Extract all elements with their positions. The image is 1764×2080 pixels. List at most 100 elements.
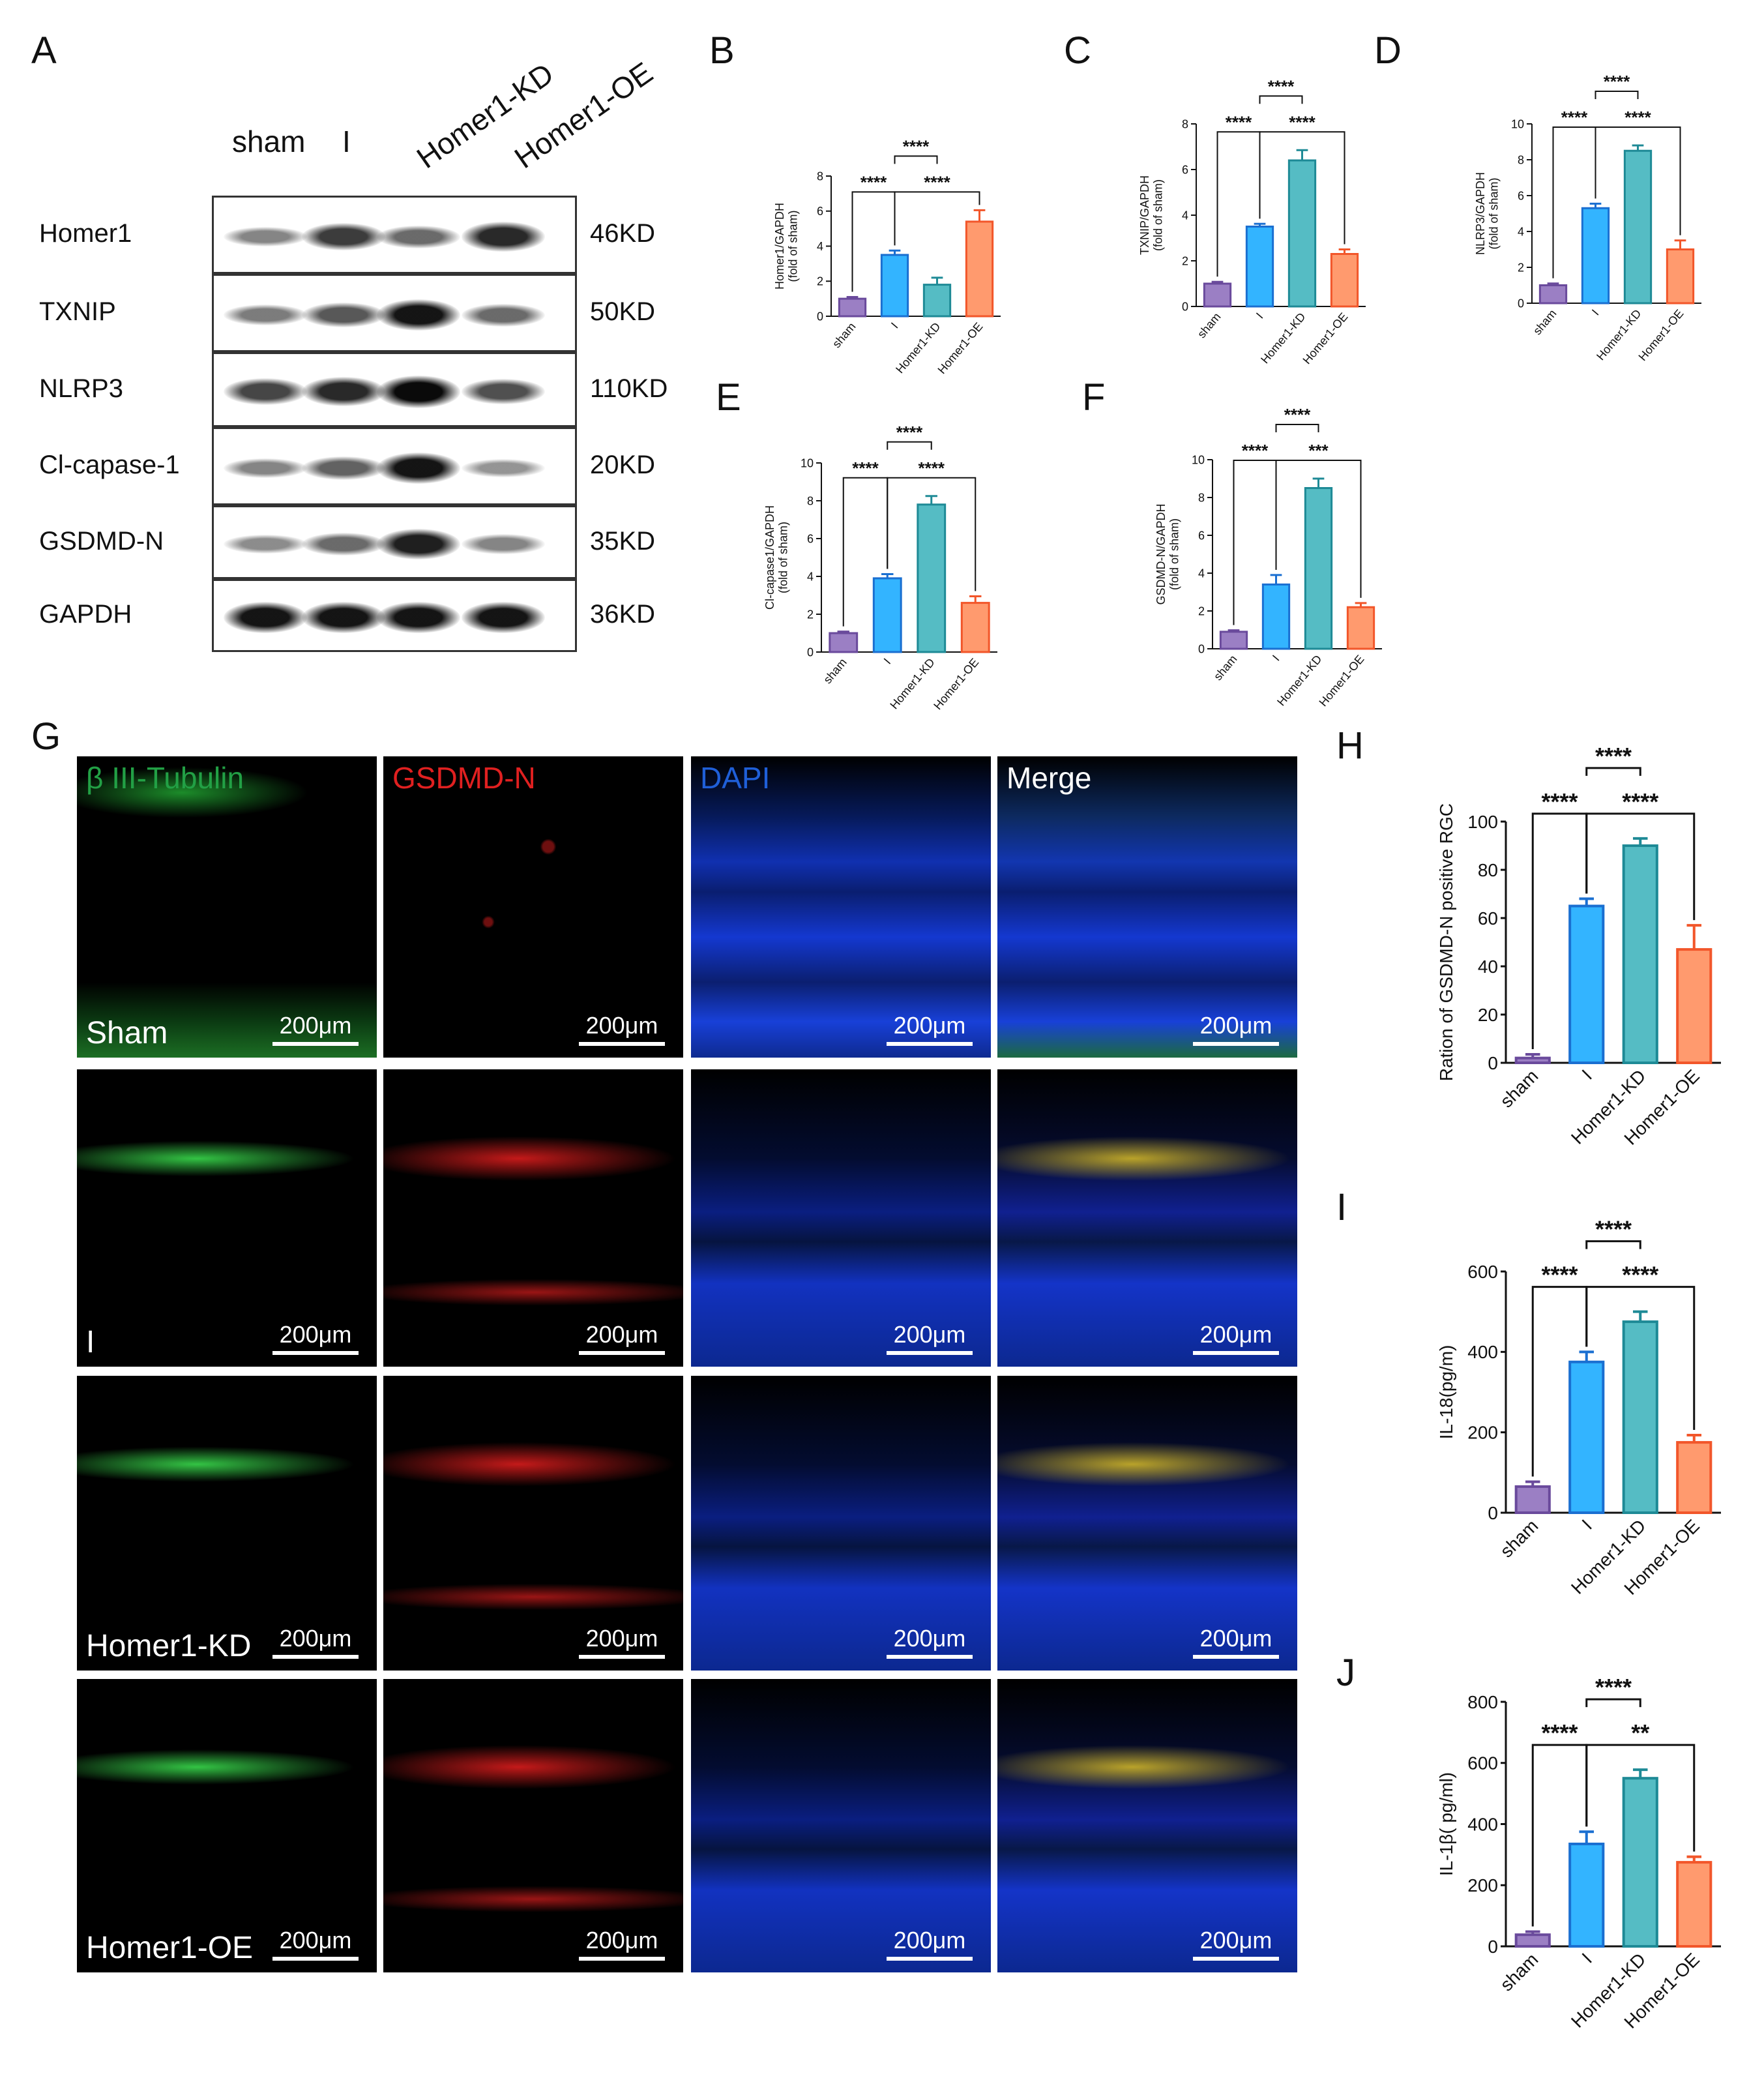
bar <box>1330 253 1359 308</box>
x-tick-label: I <box>1270 653 1282 664</box>
sig-bracket <box>894 155 938 164</box>
y-tick-label: 2 <box>1182 254 1188 267</box>
y-tick-label: 10 <box>1192 453 1205 466</box>
sig-label: **** <box>1268 76 1295 96</box>
y-axis-label: TXNIP/GAPDH(fold of sham) <box>1138 175 1165 255</box>
wb-band <box>302 222 385 251</box>
wb-row <box>212 196 577 274</box>
y-tick-label: 0 <box>1182 300 1188 313</box>
y-axis-label-line: (fold of sham) <box>1152 179 1165 251</box>
scale-bar: 200μm <box>1193 1625 1279 1659</box>
wb-kd-label: 46KD <box>590 219 656 248</box>
wb-row-label: GAPDH <box>39 600 132 629</box>
bar <box>960 602 990 653</box>
scale-bar-line <box>272 1351 359 1355</box>
wb-kd-label: 36KD <box>590 600 656 629</box>
x-tick-label: sham <box>1211 653 1240 683</box>
scale-bar-label: 200μm <box>893 1012 966 1039</box>
sig-bracket <box>887 477 977 591</box>
wb-band <box>462 303 545 327</box>
chart-b: 0 2 4 6 8 Homer1/GAPDH(fold of sham) sham I Home… <box>773 136 1001 376</box>
wb-band <box>302 303 385 327</box>
bar <box>1666 248 1695 305</box>
sig-label: **** <box>1595 1674 1632 1701</box>
panel-label-e: E <box>716 376 741 419</box>
x-tick-label: sham <box>821 656 849 687</box>
micrograph-iii-tubulin: β III-Tubulin Sham 200μm <box>77 756 377 1058</box>
sig-label: **** <box>924 172 950 192</box>
y-axis-label: IL-1β( pg/ml) <box>1436 1772 1456 1876</box>
panel-label-i: I <box>1336 1186 1347 1228</box>
scale-bar: 200μm <box>579 1927 665 1961</box>
y-tick-label: 80 <box>1478 860 1498 880</box>
y-tick-label: 6 <box>1518 189 1524 202</box>
y-axis-label-line: (fold of sham) <box>787 210 800 282</box>
x-tick-label: I <box>1578 1515 1596 1533</box>
y-tick-label: 8 <box>807 494 814 507</box>
scale-bar-label: 200μm <box>585 1321 658 1348</box>
wb-band <box>462 459 545 477</box>
wb-kd-label: 35KD <box>590 526 656 556</box>
scale-bar-line <box>1193 1655 1279 1659</box>
wb-row <box>212 505 577 579</box>
sig-bracket <box>1585 1286 1696 1430</box>
sig-label: **** <box>1541 1262 1578 1288</box>
x-tick-label: I <box>1589 307 1602 318</box>
y-axis-label-line: Homer1/GAPDH <box>773 203 786 290</box>
bar <box>922 284 952 318</box>
channel-label: β III-Tubulin <box>86 761 244 795</box>
wb-band <box>377 601 460 634</box>
x-tick-label: sham <box>1496 1065 1542 1111</box>
scale-bar: 200μm <box>272 1321 359 1355</box>
panel-label-b: B <box>709 29 735 72</box>
y-tick-label: 40 <box>1478 957 1498 977</box>
bar <box>1568 1360 1605 1514</box>
scale-bar-line <box>579 1042 665 1046</box>
wb-row <box>212 352 577 427</box>
wb-band <box>224 458 307 479</box>
y-tick-label: 2 <box>1518 261 1524 274</box>
group-label: Homer1-KD <box>86 1629 252 1663</box>
scale-bar-label: 200μm <box>279 1012 352 1039</box>
y-tick-label: 400 <box>1467 1342 1498 1362</box>
wb-band <box>302 533 385 556</box>
scale-bar-line <box>1193 1042 1279 1046</box>
y-axis-label-line: (fold of sham) <box>1168 518 1181 590</box>
x-tick-label: I <box>881 656 894 667</box>
micrograph-gsdmd-n: 200μm <box>383 1679 683 1972</box>
scale-bar-line <box>887 1351 973 1355</box>
y-tick-label: 6 <box>1182 163 1188 176</box>
scale-bar-line <box>1193 1957 1279 1961</box>
bar <box>1676 1441 1713 1515</box>
wb-row-label: TXNIP <box>39 297 116 326</box>
scale-bar: 200μm <box>579 1321 665 1355</box>
wb-kd-label: 20KD <box>590 451 656 479</box>
wb-band <box>302 601 385 634</box>
scale-bar: 200μm <box>272 1012 359 1046</box>
sig-bracket <box>1595 91 1639 99</box>
x-tick-label: I <box>1254 310 1266 321</box>
bar <box>1514 1485 1551 1514</box>
y-axis-label-line: IL-1β( pg/ml) <box>1436 1772 1456 1876</box>
wb-row <box>212 579 577 652</box>
y-tick-label: 200 <box>1467 1422 1498 1442</box>
bar <box>1203 282 1232 308</box>
scale-bar: 200μm <box>887 1927 973 1961</box>
sig-label: **** <box>852 458 879 478</box>
x-tick-label: Homer1-OE <box>931 656 981 712</box>
y-tick-label: 0 <box>1488 1053 1498 1073</box>
y-tick-label: 2 <box>1198 604 1205 617</box>
scale-bar-line <box>272 1655 359 1659</box>
y-axis-label: IL-18(pg/m) <box>1436 1345 1456 1440</box>
y-axis-label-line: Ration of GSDMD-N positive RGC <box>1436 803 1456 1081</box>
scale-bar-line <box>579 1655 665 1659</box>
micrograph-dapi: 200μm <box>691 1376 991 1671</box>
wb-row-label: Cl-capase-1 <box>39 451 180 479</box>
y-axis-label: GSDMD-N/GAPDH(fold of sham) <box>1154 503 1181 604</box>
sig-bracket <box>1275 424 1319 432</box>
scale-bar-label: 200μm <box>893 1927 966 1954</box>
y-tick-label: 400 <box>1467 1814 1498 1834</box>
